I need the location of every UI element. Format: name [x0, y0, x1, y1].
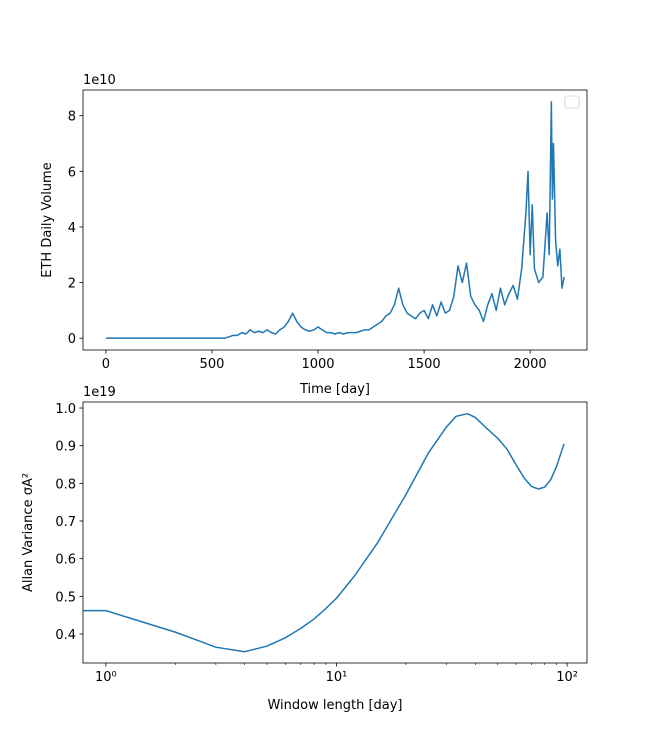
- y-tick-label: 0.5: [55, 590, 76, 605]
- x-tick-label: 1000: [301, 357, 334, 372]
- y-tick-label: 8: [68, 110, 76, 125]
- y-tick-label: 2: [68, 277, 76, 292]
- y-tick-label: 0.8: [55, 477, 76, 492]
- y-axis-label: Allan Variance σA²: [21, 473, 36, 592]
- x-axis-label: Time [day]: [299, 382, 370, 397]
- x-tick-label: 500: [200, 357, 225, 372]
- axes-frame: [82, 401, 588, 664]
- y-tick-label: 6: [68, 165, 76, 180]
- axes-frame: [82, 89, 588, 351]
- y-tick-label: 1.0: [55, 402, 76, 417]
- y-tick-label: 0: [68, 332, 76, 347]
- y-tick-label: 0.6: [55, 553, 76, 568]
- offset-text: 1e10: [83, 73, 116, 88]
- data-line: [105, 101, 565, 339]
- x-tick-label: 0: [102, 357, 110, 372]
- y-axis-label: ETH Daily Volume: [40, 162, 55, 277]
- x-tick-label: 10¹: [326, 670, 348, 685]
- y-tick-label: 0.7: [55, 515, 76, 530]
- x-tick-label: 10⁰: [95, 670, 117, 685]
- y-tick-label: 0.4: [55, 628, 76, 643]
- x-tick-label: 1500: [408, 357, 441, 372]
- x-tick-label: 10²: [556, 670, 578, 685]
- y-tick-label: 0.9: [55, 440, 76, 455]
- offset-text: 1e19: [83, 385, 116, 400]
- legend-box: [564, 95, 580, 109]
- data-line: [83, 412, 565, 653]
- x-axis-label: Window length [day]: [267, 698, 402, 713]
- y-tick-label: 4: [68, 221, 76, 236]
- x-tick-label: 2000: [514, 357, 547, 372]
